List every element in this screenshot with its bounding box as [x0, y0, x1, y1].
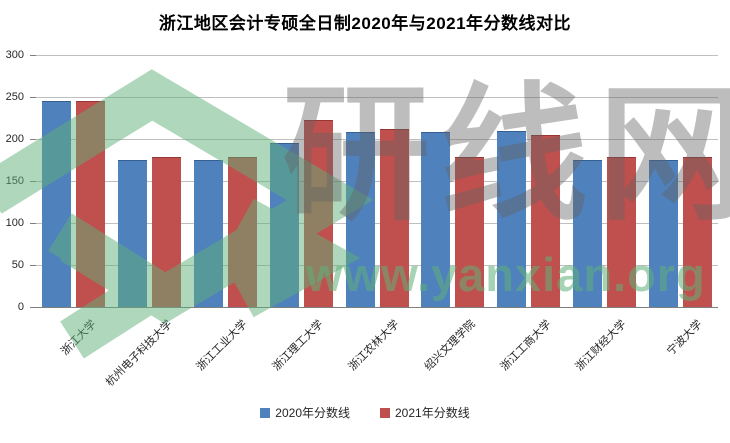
- y-tick-value: 300: [5, 49, 24, 61]
- x-label-浙江农林大学: 浙江农林大学: [346, 318, 402, 374]
- legend-item-2020年分数线: 2020年分数线: [260, 404, 350, 421]
- gridline: [36, 55, 718, 56]
- legend-label: 2020年分数线: [275, 406, 350, 420]
- plot-area: [36, 55, 718, 308]
- legend-swatch-icon: [380, 407, 390, 418]
- bar-2020年分数线-浙江理工大学: [269, 143, 299, 307]
- x-label-杭州电子科技大学: 杭州电子科技大学: [103, 318, 175, 389]
- bar-2020年分数线-宁波大学: [648, 160, 678, 307]
- y-tick-mark: [30, 55, 36, 56]
- y-tick-value: 150: [5, 175, 24, 187]
- gridline: [36, 97, 718, 98]
- bar-groups: [36, 55, 718, 307]
- bar-2021年分数线-浙江工业大学: [227, 156, 257, 307]
- bar-2020年分数线-浙江财经大学: [572, 160, 602, 307]
- bar-group: [36, 55, 112, 307]
- legend: 2020年分数线 2021年分数线: [0, 404, 730, 421]
- bar-group: [112, 55, 188, 307]
- x-axis-line: [36, 307, 718, 308]
- y-tick-value: 250: [5, 91, 24, 103]
- x-label-浙江财经大学: 浙江财经大学: [573, 318, 629, 374]
- y-tick-value: 200: [5, 133, 24, 145]
- bar-2020年分数线-浙江工商大学: [497, 130, 527, 307]
- bar-2021年分数线-浙江理工大学: [303, 119, 333, 307]
- bar-2021年分数线-浙江农林大学: [379, 128, 409, 307]
- bar-2021年分数线-杭州电子科技大学: [152, 156, 182, 307]
- bar-2021年分数线-浙江大学: [76, 101, 106, 307]
- y-tick-value: 0: [17, 301, 24, 313]
- bar-group: [263, 55, 339, 307]
- bar-2020年分数线-浙江大学: [42, 101, 72, 307]
- bar-group: [642, 55, 718, 307]
- bar-2021年分数线-宁波大学: [682, 156, 712, 307]
- x-label-浙江工商大学: 浙江工商大学: [498, 318, 554, 374]
- x-label-浙江大学: 浙江大学: [58, 318, 99, 358]
- gridline: [36, 223, 718, 224]
- y-tick-value: 50: [11, 259, 24, 271]
- bar-2020年分数线-杭州电子科技大学: [118, 160, 148, 307]
- chart-title: 浙江地区会计专硕全日制2020年与2021年分数线对比: [158, 14, 572, 33]
- y-tick-value: 100: [5, 217, 24, 229]
- bar-group: [566, 55, 642, 307]
- gridline: [36, 139, 718, 140]
- bar-2021年分数线-浙江工商大学: [531, 134, 561, 307]
- bar-2021年分数线-绍兴文理学院: [455, 156, 485, 307]
- bar-group: [339, 55, 415, 307]
- x-label-绍兴文理学院: 绍兴文理学院: [422, 318, 478, 374]
- gridline: [36, 265, 718, 266]
- bar-group: [415, 55, 491, 307]
- legend-label: 2021年分数线: [395, 406, 470, 420]
- gridline: [36, 181, 718, 182]
- bar-2021年分数线-浙江财经大学: [606, 156, 636, 307]
- bar-group: [491, 55, 567, 307]
- x-label-浙江理工大学: 浙江理工大学: [270, 318, 326, 374]
- x-label-浙江工业大学: 浙江工业大学: [194, 318, 251, 374]
- x-label-宁波大学: 宁波大学: [665, 318, 705, 358]
- bar-2020年分数线-浙江工业大学: [193, 160, 223, 307]
- bar-2020年分数线-绍兴文理学院: [421, 132, 451, 307]
- legend-swatch-icon: [260, 407, 271, 418]
- bar-group: [188, 55, 264, 307]
- bar-2020年分数线-浙江农林大学: [345, 132, 375, 307]
- legend-item-2021年分数线: 2021年分数线: [380, 404, 470, 421]
